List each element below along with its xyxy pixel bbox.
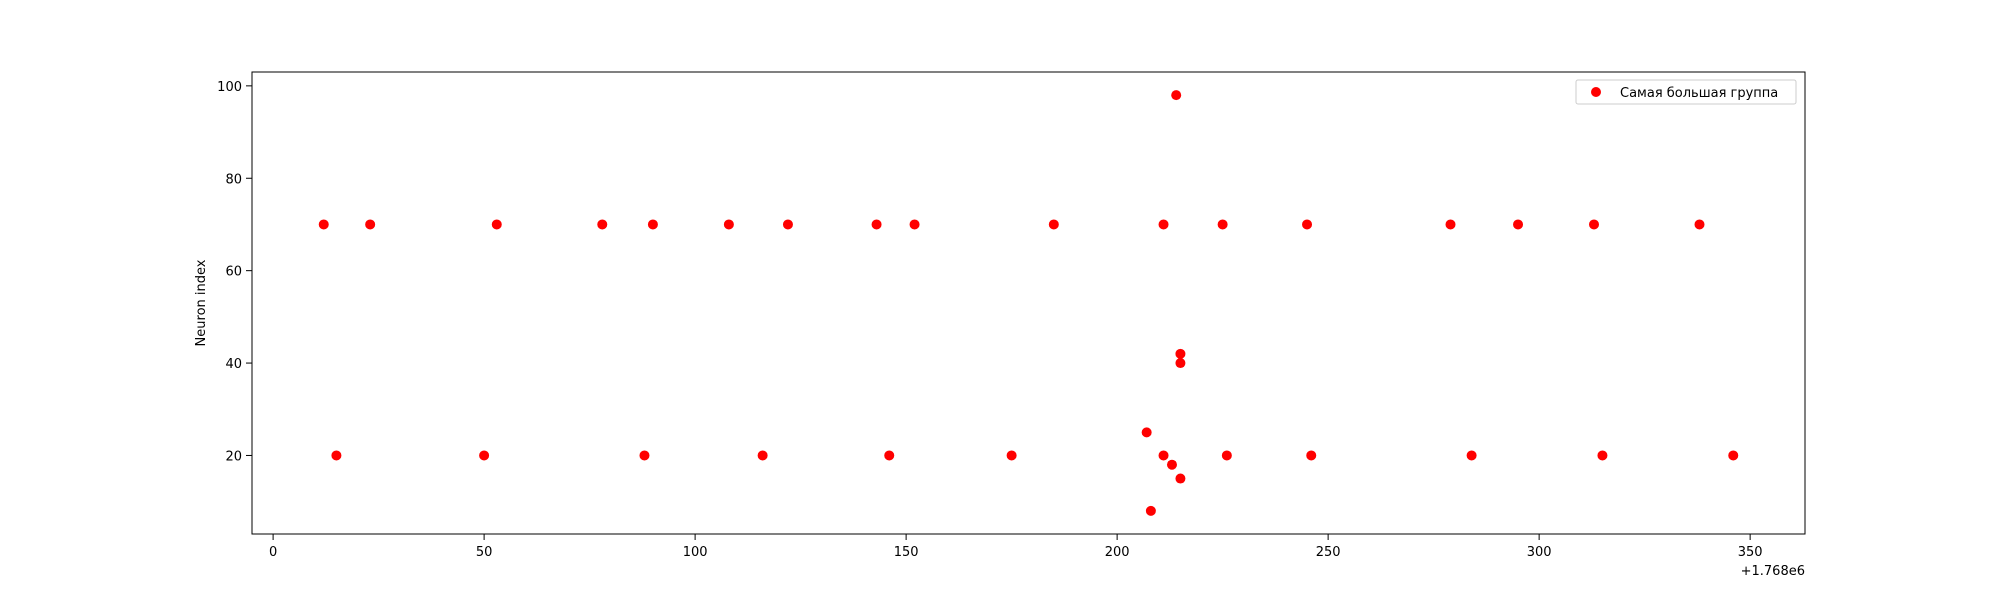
data-point xyxy=(757,450,768,461)
x-tick-label: 0 xyxy=(269,545,277,560)
x-tick-label: 350 xyxy=(1738,545,1763,560)
y-tick-label: 100 xyxy=(217,80,242,95)
data-point xyxy=(365,219,376,230)
data-point xyxy=(1158,219,1169,230)
data-point xyxy=(909,219,920,230)
data-point xyxy=(1513,219,1524,230)
y-axis: 20 40 60 80 100 xyxy=(217,80,252,464)
data-point xyxy=(318,219,329,230)
data-point xyxy=(1694,219,1705,230)
data-point xyxy=(782,219,793,230)
data-point xyxy=(1006,450,1017,461)
x-axis-offset-label: +1.768e6 xyxy=(1741,564,1805,579)
data-point xyxy=(1141,427,1152,438)
legend-label: Самая большая группа xyxy=(1620,86,1778,101)
data-point xyxy=(1221,450,1232,461)
legend-marker xyxy=(1591,87,1601,97)
data-point xyxy=(1175,348,1186,359)
legend-box xyxy=(1575,79,1797,105)
data-point xyxy=(1597,450,1608,461)
y-axis-label: Neuron index xyxy=(194,259,209,346)
series-points xyxy=(318,90,1739,516)
x-tick-label: 300 xyxy=(1527,545,1552,560)
data-point xyxy=(491,219,502,230)
data-point xyxy=(1175,358,1186,369)
x-tick-label: 250 xyxy=(1316,545,1341,560)
x-tick-label: 50 xyxy=(476,545,493,560)
data-point xyxy=(1145,505,1156,516)
legend: Самая большая группа xyxy=(1575,79,1797,105)
x-tick-label: 150 xyxy=(894,545,919,560)
data-point xyxy=(1217,219,1228,230)
y-tick-label: 20 xyxy=(225,449,242,464)
data-point xyxy=(1302,219,1313,230)
data-point xyxy=(1166,459,1177,470)
y-tick-label: 40 xyxy=(225,357,242,372)
plot-area xyxy=(251,71,1806,535)
data-point xyxy=(723,219,734,230)
data-point xyxy=(884,450,895,461)
data-point xyxy=(647,219,658,230)
data-point xyxy=(1466,450,1477,461)
data-point xyxy=(1175,473,1186,484)
data-point xyxy=(1588,219,1599,230)
y-tick-label: 80 xyxy=(225,172,242,187)
x-axis: 0 50 100 150 200 250 300 350 xyxy=(269,534,1763,560)
y-tick-label: 60 xyxy=(225,265,242,280)
data-point xyxy=(1171,90,1182,101)
data-point xyxy=(1048,219,1059,230)
data-point xyxy=(639,450,650,461)
data-point xyxy=(597,219,608,230)
x-tick-label: 100 xyxy=(683,545,708,560)
data-point xyxy=(1445,219,1456,230)
data-point xyxy=(1306,450,1317,461)
data-point xyxy=(1158,450,1169,461)
data-point xyxy=(871,219,882,230)
x-tick-label: 200 xyxy=(1105,545,1130,560)
data-point xyxy=(331,450,342,461)
data-point xyxy=(1728,450,1739,461)
data-point xyxy=(479,450,490,461)
